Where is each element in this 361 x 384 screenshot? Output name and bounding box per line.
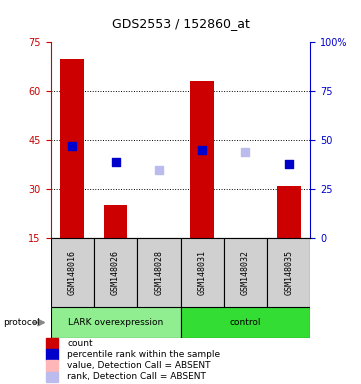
Text: percentile rank within the sample: percentile rank within the sample [67,350,220,359]
Text: GSM148035: GSM148035 [284,250,293,295]
Bar [190,81,214,238]
Text: protocol: protocol [4,318,40,327]
Bar [224,238,267,307]
Bar [94,238,137,307]
Bar [137,238,180,307]
Bar [104,205,127,238]
Point [243,149,248,155]
Point [156,167,162,173]
Bar [51,238,94,307]
Bar [180,307,310,338]
Point [69,143,75,149]
Bar [47,338,58,349]
Text: count: count [67,339,93,348]
Text: GSM148028: GSM148028 [155,250,163,295]
Bar [47,372,58,382]
Point [199,147,205,153]
Bar [60,59,84,238]
Text: rank, Detection Call = ABSENT: rank, Detection Call = ABSENT [67,372,206,381]
Text: GDS2553 / 152860_at: GDS2553 / 152860_at [112,17,249,30]
Point [113,159,118,165]
Point [286,161,292,167]
Bar [51,307,180,338]
Text: GSM148032: GSM148032 [241,250,250,295]
Bar [47,349,58,359]
Bar [180,238,224,307]
Text: LARK overexpression: LARK overexpression [68,318,163,327]
Bar [47,361,58,371]
Text: control: control [230,318,261,327]
Bar [277,186,301,238]
Text: GSM148026: GSM148026 [111,250,120,295]
Text: value, Detection Call = ABSENT: value, Detection Call = ABSENT [67,361,211,370]
Text: GSM148031: GSM148031 [198,250,206,295]
Text: GSM148016: GSM148016 [68,250,77,295]
Bar [267,238,310,307]
